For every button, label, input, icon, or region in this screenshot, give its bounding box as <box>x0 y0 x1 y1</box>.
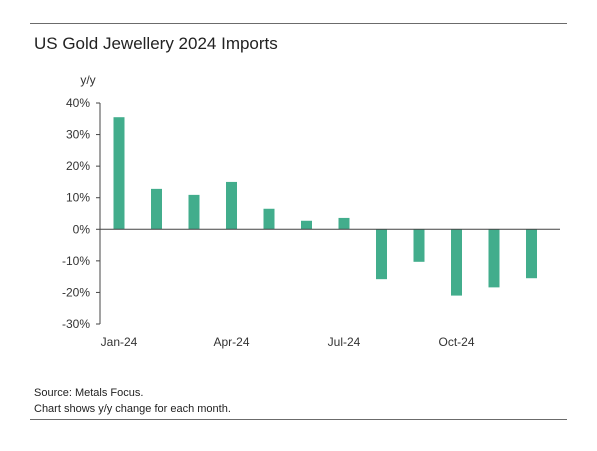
bar-May-24 <box>263 208 275 230</box>
bar-Jan-24 <box>113 117 125 230</box>
x-axis: Jan-24 Apr-24 Jul-24 Oct-24 <box>100 228 560 349</box>
y-tick-label: 0% <box>73 222 91 236</box>
bar-Jun-24 <box>301 220 312 230</box>
chart-title: US Gold Jewellery 2024 Imports <box>34 34 278 53</box>
bar-Sep-24 <box>413 229 425 262</box>
bar-Nov-24 <box>488 229 500 288</box>
x-tick-label: Oct-24 <box>438 335 474 349</box>
x-tick-label: Jan-24 <box>101 335 138 349</box>
source-note: Source: Metals Focus. <box>34 387 144 399</box>
bottom-rule <box>30 419 567 420</box>
bars <box>113 117 537 296</box>
bar-Feb-24 <box>151 188 162 230</box>
bar-Aug-24 <box>376 229 387 280</box>
y-tick-label: -20% <box>62 285 90 299</box>
y-tick-label: 30% <box>66 128 90 142</box>
bar-Jul-24 <box>338 217 350 230</box>
top-rule <box>30 23 567 24</box>
y-tick-label: 10% <box>66 191 90 205</box>
chart-note: Chart shows y/y change for each month. <box>34 403 231 415</box>
y-axis: y/y 40% 30% 20% 10% 0% -10% -20% -30% <box>62 73 101 331</box>
x-tick-label: Jul-24 <box>328 335 361 349</box>
y-tick-label: -10% <box>62 254 90 268</box>
y-tick-label: -30% <box>62 317 90 331</box>
x-tick-label: Apr-24 <box>213 335 249 349</box>
bar-Mar-24 <box>188 194 200 230</box>
bar-Apr-24 <box>226 181 237 230</box>
y-tick-label: 40% <box>66 96 90 110</box>
y-axis-label: y/y <box>80 73 95 87</box>
y-tick-label: 20% <box>66 159 90 173</box>
bar-Dec-24 <box>526 229 537 279</box>
bar-Oct-24 <box>451 229 462 296</box>
